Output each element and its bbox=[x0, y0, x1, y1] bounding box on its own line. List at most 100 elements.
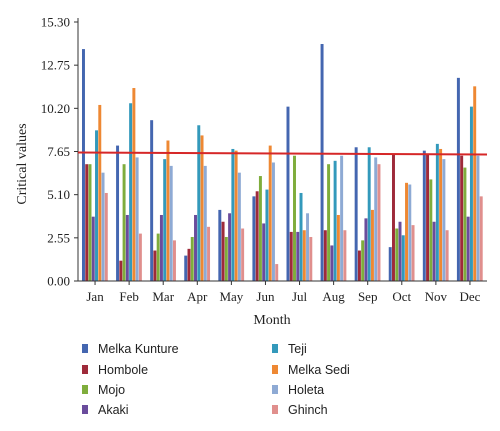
bar-holeta-mar bbox=[169, 165, 173, 281]
bar-melka-kunture-may bbox=[218, 209, 222, 281]
legend-label: Melka Sedi bbox=[288, 363, 350, 377]
bar-akaki-may bbox=[228, 213, 232, 281]
bar-ghinch-apr bbox=[207, 226, 211, 281]
bar-hombole-aug bbox=[323, 230, 327, 281]
bar-melka-kunture-jan bbox=[82, 49, 85, 281]
legend-swatch bbox=[272, 385, 278, 394]
bar-hombole-jun bbox=[255, 191, 259, 281]
bar-akaki-oct bbox=[398, 221, 402, 281]
bar-melka-sedi-jan bbox=[98, 104, 102, 281]
legend-swatch bbox=[82, 344, 88, 353]
threshold-line bbox=[77, 151, 488, 156]
bar-ghinch-oct bbox=[411, 225, 415, 281]
bar-mojo-jun bbox=[258, 176, 262, 281]
x-tick-label: Sep bbox=[358, 289, 378, 304]
bar-akaki-dec bbox=[466, 216, 470, 281]
bar-mojo-aug bbox=[327, 164, 331, 281]
bar-melka-sedi-sep bbox=[370, 209, 374, 281]
bar-teji-nov bbox=[435, 143, 439, 281]
x-tick-label: Oct bbox=[392, 289, 411, 304]
legend-label: Hombole bbox=[98, 363, 148, 377]
bar-akaki-jan bbox=[91, 216, 95, 281]
bar-melka-kunture-jun bbox=[252, 196, 256, 281]
bar-holeta-jun bbox=[271, 162, 275, 281]
axes-group bbox=[77, 18, 487, 282]
y-axis-title: Critical values bbox=[15, 123, 30, 204]
x-axis-title: Month bbox=[253, 313, 290, 328]
bars-group bbox=[82, 44, 483, 282]
legend-swatch bbox=[82, 385, 88, 394]
bar-ghinch-jul bbox=[309, 236, 313, 281]
bar-hombole-jul bbox=[289, 231, 293, 281]
bar-melka-kunture-dec bbox=[456, 77, 460, 281]
y-tick-label: 15.30 bbox=[41, 15, 70, 30]
bar-teji-jun bbox=[265, 189, 269, 281]
bar-holeta-jul bbox=[306, 213, 310, 281]
bar-melka-sedi-oct bbox=[405, 182, 409, 281]
bar-hombole-oct bbox=[392, 154, 395, 281]
bar-melka-sedi-mar bbox=[166, 140, 170, 281]
bar-akaki-jun bbox=[262, 223, 266, 281]
x-ticks-group: Jan Feb Mar Apr May Jun Jul Aug Sep Oct Nov Dec bbox=[86, 281, 481, 304]
bar-hombole-may bbox=[221, 221, 225, 281]
bar-ghinch-dec bbox=[479, 196, 483, 281]
bar-holeta-aug bbox=[340, 155, 344, 281]
bar-ghinch-may bbox=[241, 228, 245, 281]
bar-ghinch-jun bbox=[275, 264, 279, 281]
legend-label: Akaki bbox=[98, 403, 129, 417]
bar-mojo-mar bbox=[156, 233, 160, 281]
x-tick-label: Nov bbox=[425, 289, 448, 304]
bar-teji-may bbox=[231, 148, 235, 281]
y-tick-label: 5.10 bbox=[47, 187, 70, 202]
bar-melka-kunture-mar bbox=[150, 120, 154, 282]
bar-mojo-jul bbox=[293, 155, 296, 281]
bar-melka-kunture-jul bbox=[286, 106, 290, 281]
bar-holeta-feb bbox=[135, 157, 139, 281]
bar-hombole-jan bbox=[85, 164, 89, 281]
legend-swatch bbox=[82, 405, 88, 414]
bar-melka-kunture-feb bbox=[116, 145, 120, 281]
bar-teji-jan bbox=[95, 130, 98, 281]
y-tick-label: 12.75 bbox=[41, 58, 70, 73]
bar-melka-sedi-jun bbox=[268, 145, 272, 281]
x-tick-label: Dec bbox=[459, 289, 480, 304]
bar-akaki-sep bbox=[364, 218, 368, 281]
bar-ghinch-feb bbox=[138, 233, 142, 281]
x-tick-label: Aug bbox=[322, 289, 345, 304]
bar-melka-kunture-apr bbox=[184, 255, 188, 281]
bar-melka-sedi-dec bbox=[473, 86, 477, 281]
x-tick-label: Feb bbox=[119, 289, 139, 304]
bar-teji-oct bbox=[401, 235, 405, 281]
x-tick-label: Jul bbox=[292, 289, 308, 304]
legend: Melka Kunture Hombole Mojo Akaki Teji Melka S… bbox=[82, 342, 350, 417]
y-tick-label: 7.65 bbox=[47, 144, 70, 159]
bar-holeta-jan bbox=[101, 172, 105, 281]
legend-label: Melka Kunture bbox=[98, 342, 179, 356]
bar-melka-kunture-aug bbox=[320, 44, 324, 282]
bar-holeta-nov bbox=[442, 159, 446, 281]
bar-akaki-jul bbox=[296, 231, 300, 281]
bar-ghinch-sep bbox=[377, 164, 381, 281]
legend-label: Holeta bbox=[288, 383, 324, 397]
bar-melka-sedi-feb bbox=[132, 88, 136, 282]
legend-label: Mojo bbox=[98, 383, 125, 397]
bar-mojo-may bbox=[224, 236, 228, 281]
bar-ghinch-mar bbox=[172, 240, 176, 281]
bar-akaki-aug bbox=[330, 245, 334, 281]
bar-hombole-sep bbox=[357, 250, 361, 281]
legend-label: Teji bbox=[288, 342, 307, 356]
bar-holeta-dec bbox=[476, 155, 480, 281]
x-tick-label: Apr bbox=[187, 289, 208, 304]
bar-mojo-sep bbox=[361, 240, 365, 281]
bar-teji-mar bbox=[163, 159, 167, 281]
bar-ghinch-jan bbox=[104, 192, 108, 281]
bar-hombole-nov bbox=[426, 154, 430, 281]
y-tick-label: 10.20 bbox=[41, 101, 70, 116]
bar-holeta-sep bbox=[374, 157, 378, 281]
bar-mojo-nov bbox=[429, 179, 433, 281]
bar-ghinch-nov bbox=[445, 230, 449, 281]
bar-holeta-oct bbox=[408, 184, 412, 281]
bar-akaki-feb bbox=[125, 214, 129, 281]
bar-mojo-feb bbox=[122, 164, 126, 281]
bar-melka-kunture-nov bbox=[422, 150, 426, 281]
